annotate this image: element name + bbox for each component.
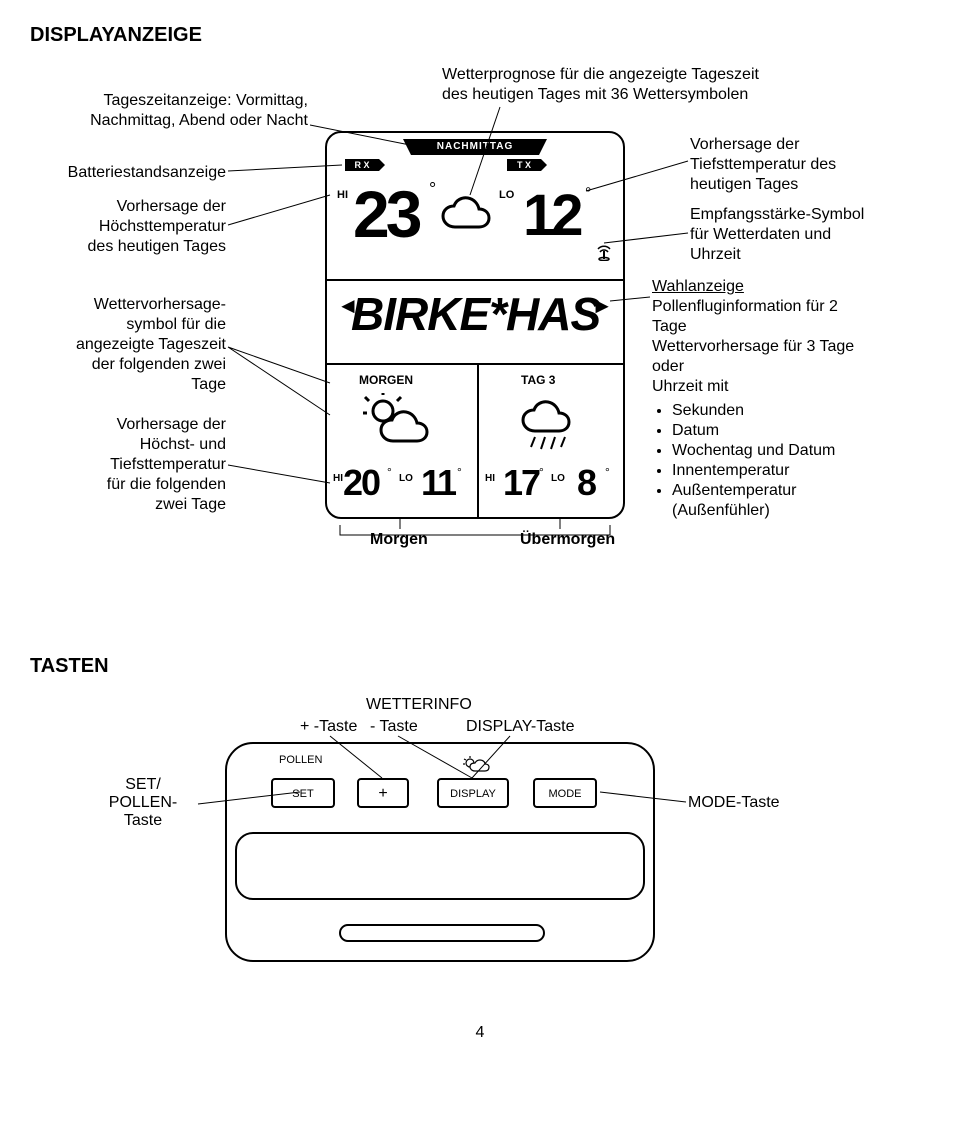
degree-icon: ° [387,465,392,479]
pollen-label: POLLEN [279,754,322,766]
hi-label: HI [485,473,495,484]
tasten-heading: TASTEN [30,655,930,678]
label-time-with: Uhrzeit mit [652,377,930,397]
set-button[interactable]: SET [271,778,335,808]
label-hilo-2days: Vorhersage der Höchst- und Tiefsttempera… [30,415,226,515]
list-item: Datum [672,421,930,441]
lo-label: LO [551,473,565,484]
label-lo-today: Vorhersage der Tiefsttemperatur des heut… [690,135,930,195]
hi-label: HI [337,189,348,201]
lo-label: LO [499,189,514,201]
display-button[interactable]: DISPLAY [437,778,509,808]
list-item: Außentemperatur (Außenfühler) [672,481,930,521]
label-minus-taste: - Taste [370,718,418,736]
label-wetterinfo: WETTERINFO [366,696,472,714]
caption-uebermorgen: Übermorgen [520,531,615,549]
label-signal: Empfangsstärke-Symbol für Wetterdaten un… [690,205,930,265]
cloud-icon [437,195,497,235]
degree-icon: ° [585,185,591,203]
tx-indicator: T X [507,159,541,171]
label-plus-taste: + -Taste [300,718,357,736]
degree-icon: ° [539,465,544,479]
lcd-display: NACHMITTAG R X T X HI LO 23 ° 12 ° ◄ ► B… [325,131,625,519]
degree-icon: ° [457,465,462,479]
label-daypart: Tageszeitanzeige: Vormittag, Nachmittag,… [30,91,308,131]
temp-tag3-lo: 8 [577,465,597,501]
bullet-list: Sekunden Datum Wochentag und Datum Innen… [672,401,930,521]
label-mode-taste: MODE-Taste [688,794,780,812]
label-pollen-info: Pollenfluginformation für 2 Tage [652,297,930,337]
device-slot [339,924,545,942]
label-set-pollen-taste: SET/ POLLEN- Taste [88,776,198,830]
label-symbol-2days: Wettervorhersage- symbol für die angezei… [30,295,226,395]
label-battery: Batteriestandsanzeige [30,163,226,183]
label-weather-prognosis: Wetterprognose für die angezeigte Tagesz… [442,65,922,105]
label-display-taste: DISPLAY-Taste [466,718,575,736]
rx-indicator: R X [345,159,379,171]
lo-label: LO [399,473,413,484]
caption-morgen: Morgen [370,531,428,549]
rain-cloud-icon [513,393,593,457]
mode-button[interactable]: MODE [533,778,597,808]
pollen-text: BIRKE*HAS [351,285,601,345]
temp-morgen-hi: 20 [343,465,379,501]
temp-tag3-hi: 17 [503,465,539,501]
degree-icon: ° [429,179,436,200]
temp-hi-today: 23 [353,181,418,247]
list-item: Innentemperatur [672,461,930,481]
plus-button[interactable]: + [357,778,409,808]
degree-icon: ° [605,465,610,479]
temp-morgen-lo: 11 [421,465,455,501]
buttons-annotation-diagram: + -Taste WETTERINFO - Taste DISPLAY-Tast… [30,684,930,994]
hi-label: HI [333,473,343,484]
label-forecast-3days: Wettervorhersage für 3 Tage oder [652,337,930,377]
label-selection-block: Wahlanzeige Pollenfluginformation für 2 … [652,277,930,521]
tab-nachmittag: NACHMITTAG [411,139,539,155]
page-title: DISPLAYANZEIGE [30,24,930,47]
list-item: Sekunden [672,401,930,421]
device-inner-frame [235,832,645,900]
sun-cloud-icon [463,756,491,774]
tag3-label: TAG 3 [521,373,555,387]
label-wahlanzeige: Wahlanzeige [652,277,930,297]
page-number: 4 [30,1024,930,1042]
label-hi-today: Vorhersage der Höchsttemperatur des heut… [30,197,226,257]
temp-lo-today: 12 [523,187,580,245]
display-annotation-diagram: Tageszeitanzeige: Vormittag, Nachmittag,… [30,65,930,625]
signal-icon [593,239,615,261]
sun-cloud-icon [363,393,443,453]
list-item: Wochentag und Datum [672,441,930,461]
device-body: POLLEN SET + DISPLAY MODE [225,742,655,962]
svg-text:BIRKE*HAS: BIRKE*HAS [351,288,601,340]
morgen-label: MORGEN [359,373,413,387]
